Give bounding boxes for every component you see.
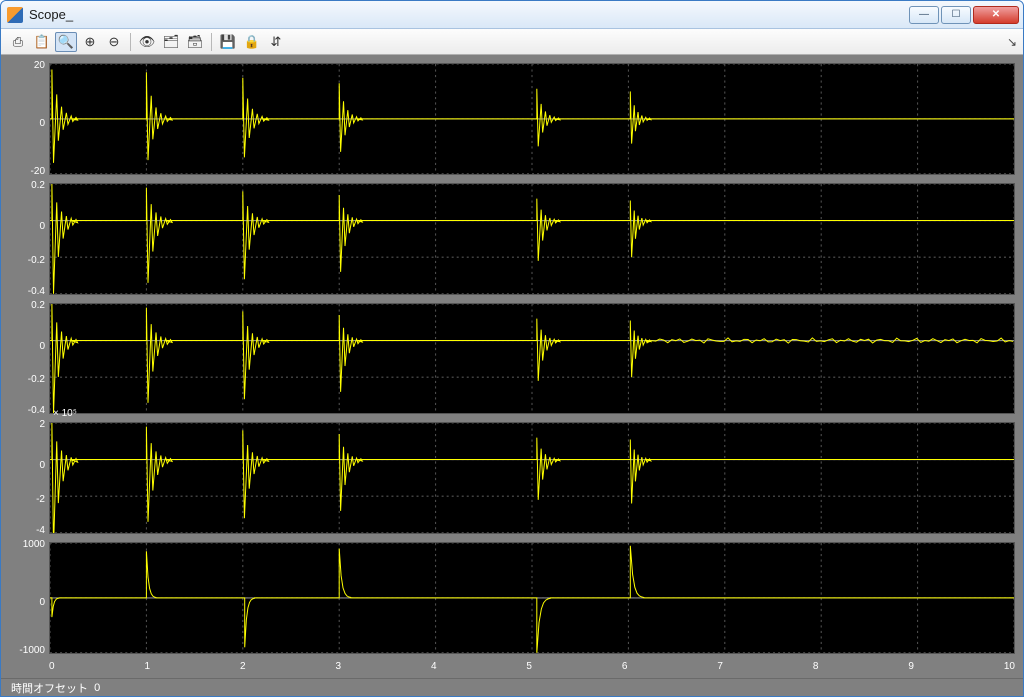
plot-row-1: 20 0 -20 xyxy=(9,63,1015,175)
y-multiplier: × 10⁵ xyxy=(53,408,77,419)
sync-icon[interactable]: ⇵ xyxy=(265,32,287,52)
close-button[interactable]: ✕ xyxy=(973,6,1019,24)
save-config-icon[interactable]: 🗂 xyxy=(160,32,182,52)
y-tick: 0 xyxy=(39,119,45,129)
toolbar-separator xyxy=(211,33,212,51)
window-buttons: — ☐ ✕ xyxy=(909,6,1019,24)
y-tick: -0.4 xyxy=(28,287,45,297)
minimize-button[interactable]: — xyxy=(909,6,939,24)
y-tick: -2 xyxy=(36,495,45,505)
y-axis-labels: 20 0 -20 xyxy=(9,63,49,175)
y-tick: 2 xyxy=(39,420,45,430)
maximize-button[interactable]: ☐ xyxy=(941,6,971,24)
x-tick: 9 xyxy=(908,661,914,672)
toolbar-separator xyxy=(130,33,131,51)
signal-trace xyxy=(50,69,1014,162)
plot-2[interactable] xyxy=(49,183,1015,295)
y-axis-labels: 0.2 0 -0.2 -0.4 xyxy=(9,183,49,295)
x-tick: 2 xyxy=(240,661,246,672)
y-tick: 0.2 xyxy=(31,301,45,311)
scope-window: Scope_ — ☐ ✕ ⎙📋🔍⊕⊖👁🗂🗃💾🔒⇵ ↘ 200-200.20-0.… xyxy=(0,0,1024,697)
y-tick: 0 xyxy=(39,342,45,352)
restore-config-icon[interactable]: 🗃 xyxy=(184,32,206,52)
y-tick: -20 xyxy=(31,167,45,177)
x-tick: 1 xyxy=(144,661,150,672)
y-axis-labels: 2 0 -2 -4 xyxy=(9,422,49,534)
lock-icon[interactable]: 🔒 xyxy=(241,32,263,52)
autoscale-icon[interactable]: 👁 xyxy=(136,32,158,52)
zoom-y-icon[interactable]: ⊖ xyxy=(103,32,125,52)
y-tick: 0 xyxy=(39,222,45,232)
time-offset-label: 時間オフセット xyxy=(11,680,88,696)
y-tick: -0.2 xyxy=(28,375,45,385)
plot-row-4: × 10⁵20-2-4 xyxy=(9,422,1015,534)
y-tick: 0 xyxy=(39,461,45,471)
x-tick: 3 xyxy=(335,661,341,672)
print-icon[interactable]: ⎙ xyxy=(7,32,29,52)
plot-4[interactable] xyxy=(49,422,1015,534)
zoom-x-icon[interactable]: ⊕ xyxy=(79,32,101,52)
y-tick: 20 xyxy=(34,61,45,71)
plot-5[interactable] xyxy=(49,542,1015,654)
x-tick: 7 xyxy=(717,661,723,672)
x-axis-labels: 0 1 2 3 4 5 6 7 8 9 10 xyxy=(49,661,1015,672)
x-tick: 6 xyxy=(622,661,628,672)
plot-row-3: 0.2 0 -0.2 -0.4 xyxy=(9,303,1015,415)
expand-icon[interactable]: ↘ xyxy=(1007,35,1017,49)
y-axis-labels: 0.2 0 -0.2 -0.4 xyxy=(9,303,49,415)
y-tick: -4 xyxy=(36,526,45,536)
params-icon[interactable]: 📋 xyxy=(31,32,53,52)
plot-row-5: 1000 0 -1000 xyxy=(9,542,1015,654)
y-axis-labels: 1000 0 -1000 xyxy=(9,542,49,654)
plot-row-2: 0.2 0 -0.2 -0.4 xyxy=(9,183,1015,295)
y-tick: 0.2 xyxy=(31,181,45,191)
toolbar: ⎙📋🔍⊕⊖ 👁🗂🗃 💾🔒⇵ ↘ xyxy=(1,29,1023,55)
scope-canvas: 200-200.20-0.2-0.40.20-0.2-0.4× 10⁵20-2-… xyxy=(1,55,1023,678)
x-tick: 5 xyxy=(526,661,532,672)
floating-icon[interactable]: 💾 xyxy=(217,32,239,52)
app-icon xyxy=(7,7,23,23)
plot-3[interactable] xyxy=(49,303,1015,415)
y-tick: -0.4 xyxy=(28,406,45,416)
x-tick: 8 xyxy=(813,661,819,672)
x-tick: 4 xyxy=(431,661,437,672)
x-tick: 10 xyxy=(1004,661,1015,672)
plot-1[interactable] xyxy=(49,63,1015,175)
x-tick: 0 xyxy=(49,661,55,672)
status-bar: 時間オフセット 0 xyxy=(1,678,1023,696)
titlebar[interactable]: Scope_ — ☐ ✕ xyxy=(1,1,1023,29)
y-tick: 0 xyxy=(39,598,45,608)
time-offset-value: 0 xyxy=(94,682,100,694)
zoom-in-icon[interactable]: 🔍 xyxy=(55,32,77,52)
y-tick: -0.2 xyxy=(28,256,45,266)
window-title: Scope_ xyxy=(29,7,909,22)
y-tick: 1000 xyxy=(23,540,45,550)
y-tick: -1000 xyxy=(19,646,45,656)
